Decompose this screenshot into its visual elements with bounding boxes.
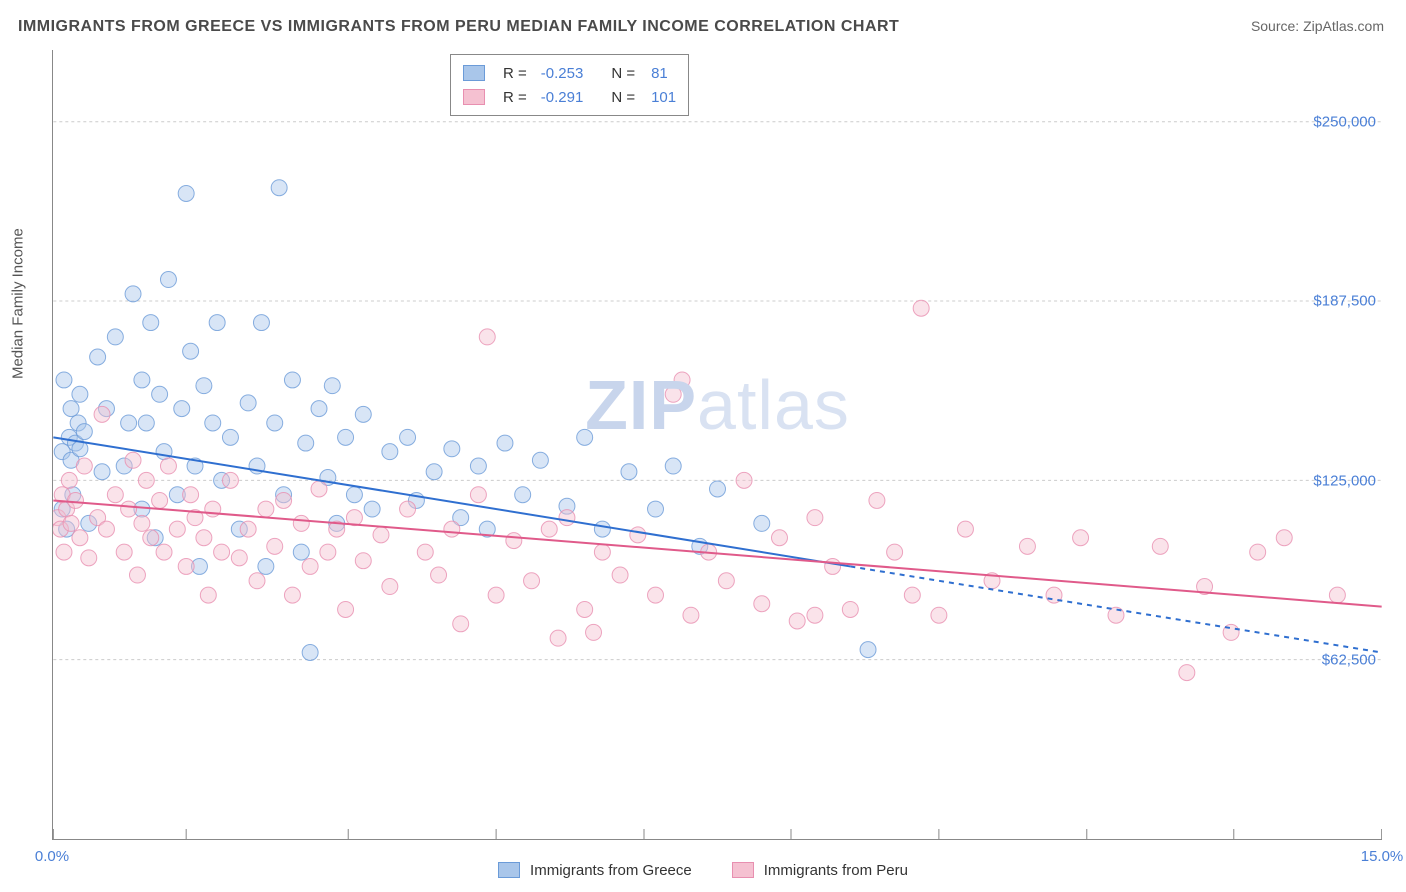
y-tick-label: $62,500 xyxy=(1322,652,1376,669)
legend-swatch xyxy=(732,862,754,878)
legend-swatch xyxy=(498,862,520,878)
y-tick-label: $125,000 xyxy=(1313,472,1376,489)
r-value: -0.253 xyxy=(541,65,584,82)
y-axis-label: Median Family Income xyxy=(10,228,27,379)
legend-series-label: Immigrants from Greece xyxy=(530,862,692,879)
n-label: N = xyxy=(611,89,635,106)
chart-title: IMMIGRANTS FROM GREECE VS IMMIGRANTS FRO… xyxy=(18,18,899,36)
source-attribution: Source: ZipAtlas.com xyxy=(1251,18,1384,34)
source-prefix: Source: xyxy=(1251,18,1303,34)
x-tick-label: 0.0% xyxy=(35,848,69,865)
r-value: -0.291 xyxy=(541,89,584,106)
legend-series-item: Immigrants from Peru xyxy=(732,862,908,879)
legend-swatch xyxy=(463,65,485,81)
plot-area: ZIPatlas xyxy=(52,50,1382,840)
scatter-plot-svg xyxy=(53,50,1382,839)
legend-swatch xyxy=(463,89,485,105)
y-tick-label: $250,000 xyxy=(1313,113,1376,130)
legend-stat-row: R = -0.253 N = 81 xyxy=(463,61,676,85)
n-label: N = xyxy=(611,65,635,82)
legend-stat-row: R = -0.291 N = 101 xyxy=(463,85,676,109)
r-label: R = xyxy=(503,65,527,82)
n-value: 81 xyxy=(651,65,668,82)
source-link[interactable]: ZipAtlas.com xyxy=(1303,18,1384,34)
x-tick-label: 15.0% xyxy=(1361,848,1404,865)
legend-series-item: Immigrants from Greece xyxy=(498,862,692,879)
y-tick-label: $187,500 xyxy=(1313,293,1376,310)
r-label: R = xyxy=(503,89,527,106)
legend-series-label: Immigrants from Peru xyxy=(764,862,908,879)
n-value: 101 xyxy=(651,89,676,106)
series-legend: Immigrants from Greece Immigrants from Pe… xyxy=(0,862,1406,883)
correlation-legend: R = -0.253 N = 81 R = -0.291 N = 101 xyxy=(450,54,689,116)
